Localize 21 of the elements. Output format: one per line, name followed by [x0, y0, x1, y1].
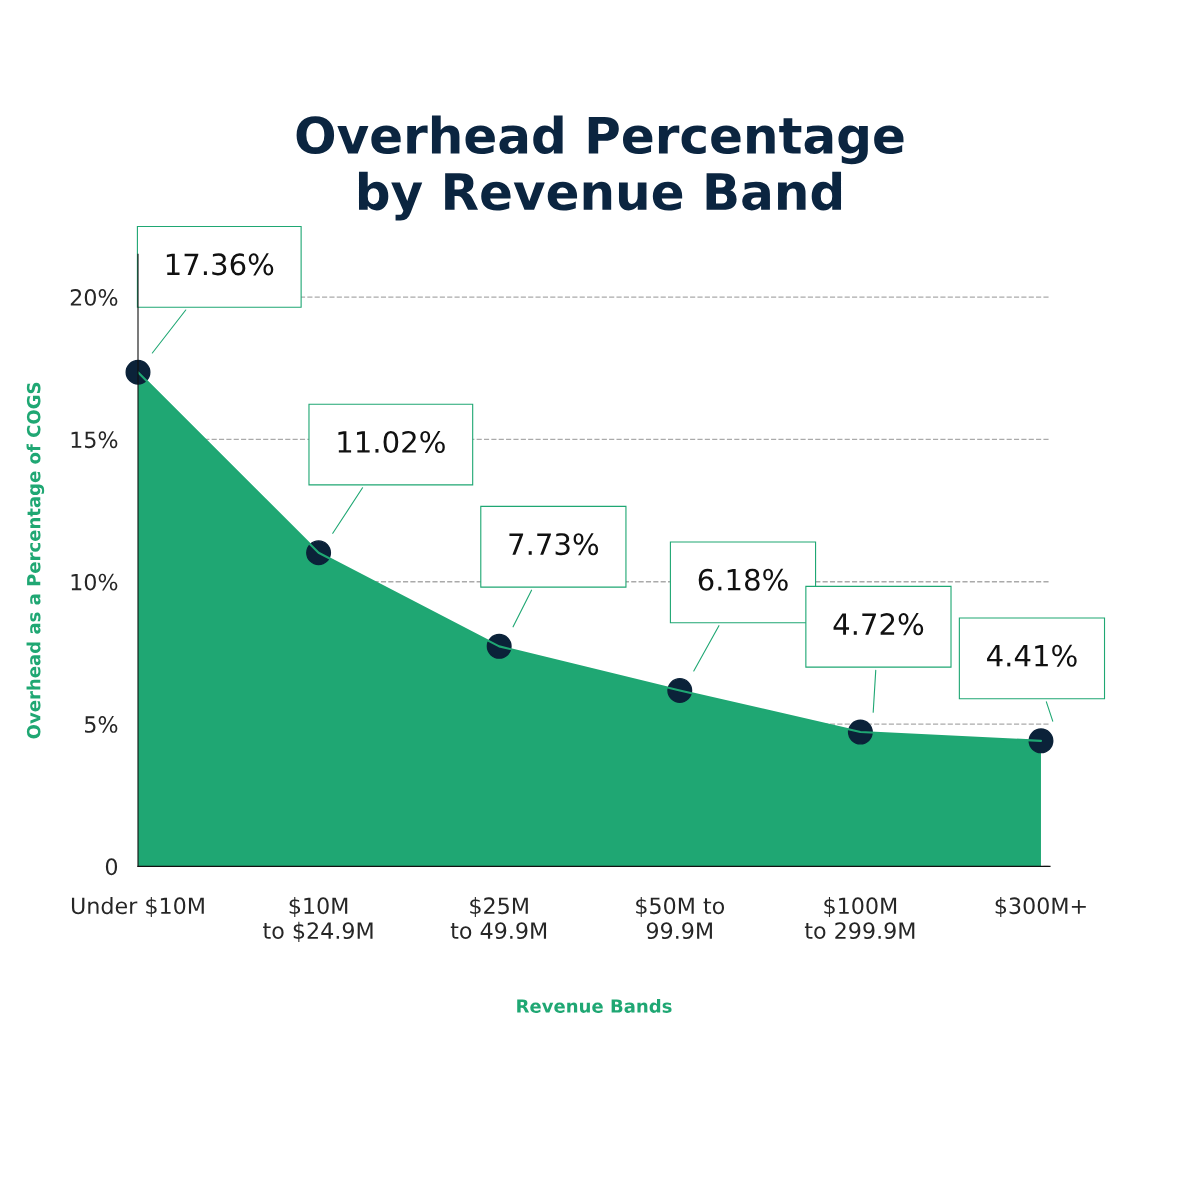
y-tick-label: 5%	[85, 716, 118, 733]
data-label: 4.41%	[987, 644, 1077, 667]
x-tick-label: $50M to 99.9M	[636, 896, 725, 940]
y-tick-label: 10%	[71, 573, 118, 591]
y-tick-label: 0	[105, 858, 118, 876]
point	[1028, 728, 1054, 754]
x-axis-title: Revenue Bands	[517, 998, 672, 1013]
x-tick-label: $25M to 49.9M	[450, 896, 547, 940]
data-label: 11.02%	[338, 430, 445, 454]
x-tick-label: $100M to 299.9M	[804, 896, 915, 940]
data-label: 17.36%	[166, 253, 274, 276]
data-label: 6.18%	[698, 568, 788, 591]
y-tick-label: 20%	[70, 289, 118, 306]
x-tick-label: $300M+	[995, 896, 1086, 918]
data-label: 7.73%	[509, 533, 599, 556]
y-axis-title: Overhead as a Percentage of COGS	[26, 382, 45, 739]
x-tick-label: Under $10M	[71, 896, 204, 918]
chart-title: Overhead Percentage by Revenue Band	[296, 115, 904, 221]
x-tick-label: $10M to $24.9M	[263, 896, 373, 942]
data-label: 4.72%	[833, 613, 924, 636]
y-tick-label: 15%	[71, 431, 118, 449]
